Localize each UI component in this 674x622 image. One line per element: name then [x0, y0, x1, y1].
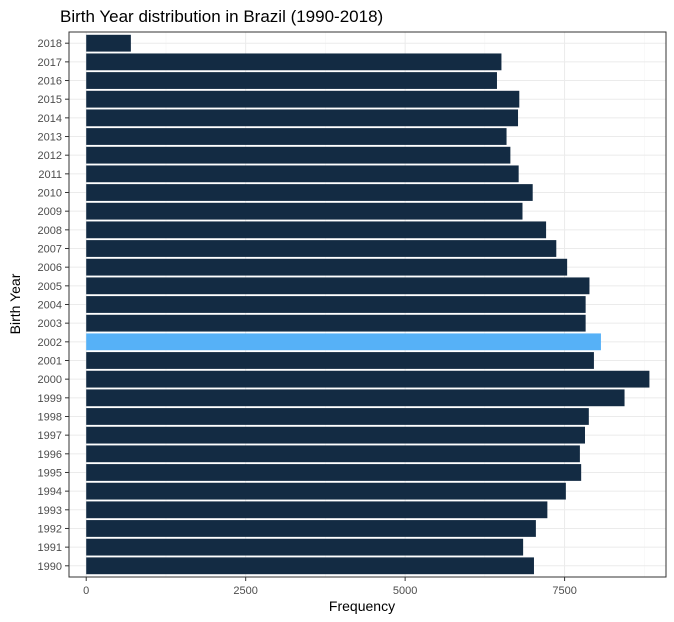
y-tick-label: 2000	[38, 374, 62, 386]
y-tick-label: 1991	[38, 542, 62, 554]
y-tick-label: 2001	[38, 355, 62, 367]
bar-1990	[86, 557, 534, 575]
y-tick-label: 2017	[38, 57, 62, 69]
y-tick-label: 2006	[38, 262, 62, 274]
bar-2011	[86, 165, 519, 183]
bar-1994	[86, 482, 566, 500]
y-tick-label: 2011	[38, 169, 62, 181]
y-tick-label: 2005	[38, 281, 62, 293]
y-tick-label: 1993	[38, 505, 62, 517]
y-tick-label: 2018	[38, 38, 62, 50]
chart-title: Birth Year distribution in Brazil (1990-…	[60, 7, 383, 26]
bar-2003	[86, 314, 586, 332]
bar-1997	[86, 426, 585, 444]
y-tick-label: 2013	[38, 132, 62, 144]
bar-1991	[86, 538, 524, 556]
bar-2009	[86, 202, 523, 220]
bar-2014	[86, 109, 519, 127]
y-tick-label: 2004	[38, 300, 62, 312]
y-tick-label: 2003	[38, 318, 62, 330]
bar-2002	[86, 333, 601, 351]
y-tick-label: 1997	[38, 430, 62, 442]
x-tick-label: 5000	[393, 585, 417, 597]
bar-1995	[86, 464, 582, 481]
bars	[86, 34, 650, 575]
y-axis-ticks: 1990 1991 1992 1993 1994 1995 1996 1997 1998 1999…	[38, 38, 69, 573]
y-tick-label: 2002	[38, 337, 62, 349]
x-axis-ticks: 0 2500 5000 7500	[83, 577, 577, 597]
x-tick-label: 2500	[233, 585, 257, 597]
bar-1998	[86, 408, 589, 425]
y-tick-label: 2010	[38, 188, 62, 200]
bar-2013	[86, 128, 507, 145]
bar-2016	[86, 72, 497, 89]
bar-2012	[86, 146, 511, 164]
bar-2006	[86, 258, 568, 276]
y-tick-label: 1999	[38, 393, 62, 405]
bar-2017	[86, 53, 502, 71]
bar-2018	[86, 34, 131, 52]
y-tick-label: 2009	[38, 206, 62, 218]
y-tick-label: 1994	[38, 486, 62, 498]
bar-1992	[86, 520, 536, 537]
y-tick-label: 1992	[38, 523, 62, 535]
bar-2004	[86, 296, 586, 313]
x-tick-label: 0	[83, 585, 89, 597]
bar-2001	[86, 352, 594, 369]
x-axis-title: Frequency	[329, 598, 395, 614]
y-tick-label: 2012	[38, 150, 62, 162]
bar-2015	[86, 90, 520, 108]
y-tick-label: 1995	[38, 467, 62, 479]
bar-2000	[86, 370, 650, 388]
bar-1993	[86, 501, 548, 519]
bar-1999	[86, 389, 625, 407]
y-axis-title: Birth Year	[7, 273, 23, 334]
x-tick-label: 7500	[552, 585, 576, 597]
y-tick-label: 1990	[38, 561, 62, 573]
bar-1996	[86, 445, 580, 463]
y-tick-label: 2014	[38, 113, 62, 125]
bar-2007	[86, 240, 557, 257]
y-tick-label: 2015	[38, 94, 62, 106]
y-tick-label: 2008	[38, 225, 62, 237]
y-tick-label: 1996	[38, 449, 62, 461]
bar-2010	[86, 184, 533, 201]
bar-2008	[86, 221, 547, 239]
y-tick-label: 1998	[38, 411, 62, 423]
bar-2005	[86, 277, 590, 295]
y-tick-label: 2016	[38, 76, 62, 88]
y-tick-label: 2007	[38, 244, 62, 256]
